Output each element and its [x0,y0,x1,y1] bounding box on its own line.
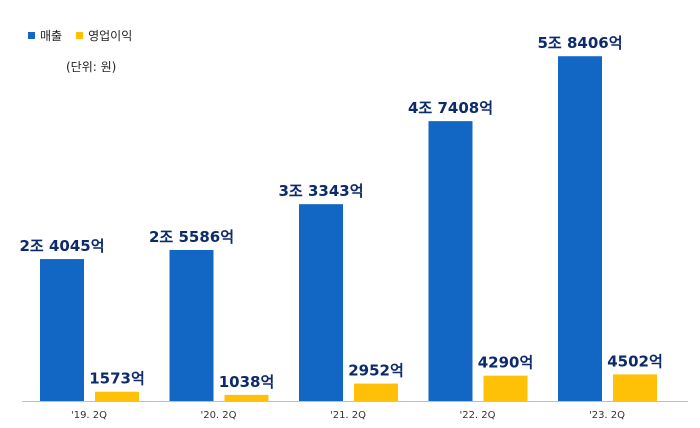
data-label-revenue-0: 2조 4045억 [19,237,104,255]
bar-revenue-2 [299,204,343,401]
x-tick-label-4: '23. 2Q [589,410,625,421]
data-label-revenue-1: 2조 5586억 [149,228,234,246]
data-label-operating-profit-2: 2952억 [348,362,404,380]
data-label-revenue-3: 4조 7408억 [408,99,493,117]
legend-label-revenue: 매출 [40,29,63,43]
bar-operating-profit-3 [483,375,528,401]
x-tick-label-3: '22. 2Q [459,410,495,421]
bar-revenue-0 [40,259,84,401]
x-tick-label-1: '20. 2Q [200,410,236,421]
data-label-operating-profit-4: 4502억 [607,352,663,370]
legend-swatch-revenue [28,32,35,39]
bar-operating-profit-1 [224,394,269,401]
bar-revenue-4 [558,56,602,402]
x-tick-label-2: '21. 2Q [330,410,366,421]
x-tick-label-0: '19. 2Q [71,410,107,421]
bar-revenue-3 [428,121,473,402]
unit-note: (단위: 원) [66,60,117,74]
data-label-operating-profit-1: 1038억 [219,373,275,391]
data-label-operating-profit-0: 1573억 [89,370,145,388]
bar-revenue-1 [169,249,214,401]
legend-label-operating-profit: 영업이익 [88,29,133,43]
legend-item-revenue: 매출 [28,27,62,44]
data-label-revenue-4: 5조 8406억 [537,34,622,52]
legend-item-operating-profit: 영업이익 [76,27,132,44]
bar-operating-profit-2 [354,383,398,401]
data-label-operating-profit-3: 4290억 [478,354,534,372]
data-label-revenue-2: 3조 3343억 [278,182,363,200]
legend: 매출 영업이익 [28,27,132,44]
bar-operating-profit-4 [613,374,657,401]
legend-swatch-operating-profit [76,32,84,39]
bar-operating-profit-0 [95,391,139,401]
